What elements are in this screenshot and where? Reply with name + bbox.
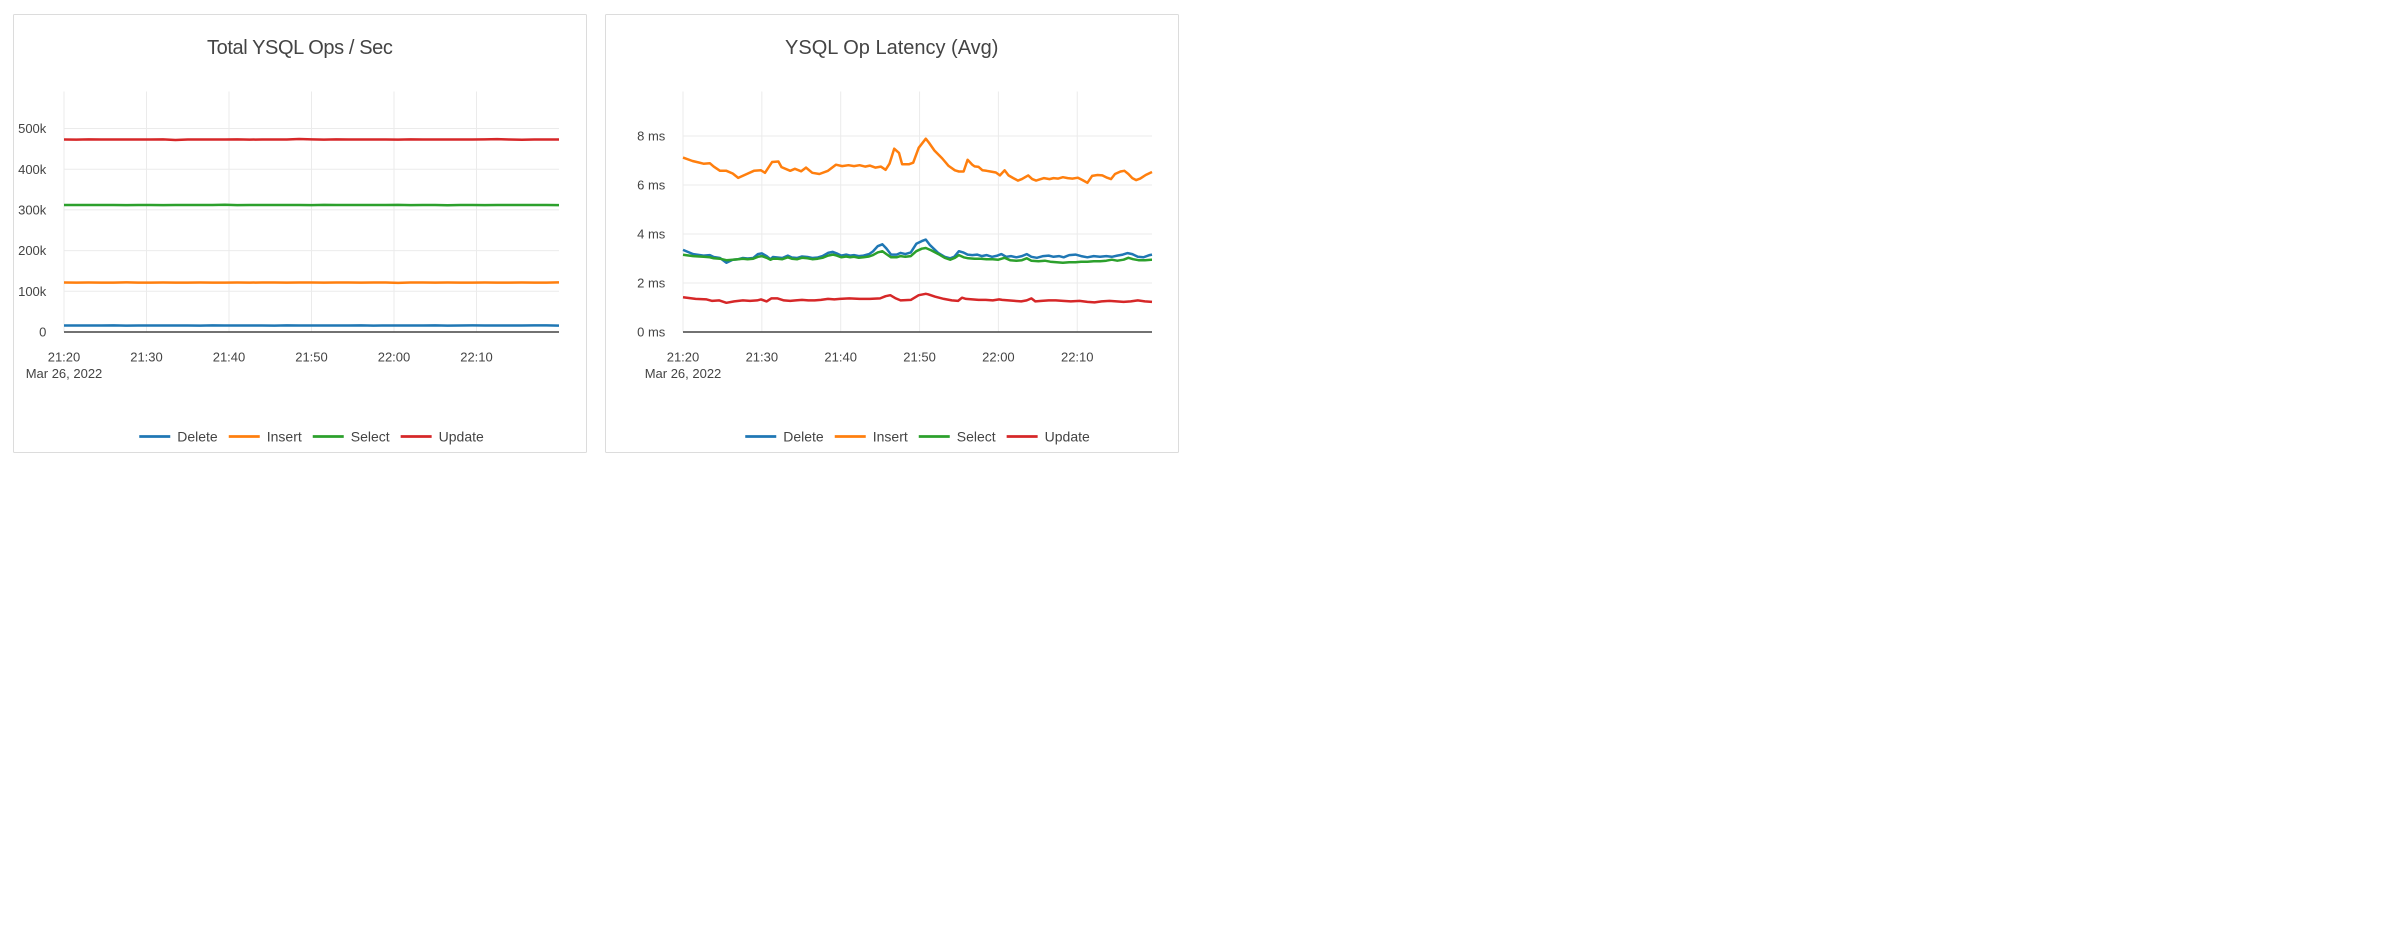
svg-text:Select: Select [351, 428, 390, 444]
svg-text:Total YSQL Ops / Sec: Total YSQL Ops / Sec [207, 37, 393, 59]
svg-text:21:20: 21:20 [667, 350, 700, 365]
svg-text:21:30: 21:30 [746, 350, 779, 365]
svg-text:0 ms: 0 ms [637, 325, 666, 340]
svg-text:Mar 26, 2022: Mar 26, 2022 [645, 366, 722, 381]
svg-text:Mar 26, 2022: Mar 26, 2022 [26, 366, 103, 381]
svg-text:Delete: Delete [177, 428, 218, 444]
svg-text:21:40: 21:40 [824, 350, 857, 365]
svg-text:21:30: 21:30 [130, 350, 163, 365]
svg-text:200k: 200k [18, 243, 47, 258]
svg-text:22:00: 22:00 [982, 350, 1015, 365]
svg-text:Insert: Insert [267, 428, 302, 444]
svg-text:8 ms: 8 ms [637, 129, 666, 144]
svg-text:22:10: 22:10 [1061, 350, 1094, 365]
svg-text:22:00: 22:00 [378, 350, 411, 365]
svg-text:400k: 400k [18, 162, 47, 177]
svg-text:21:20: 21:20 [48, 350, 81, 365]
svg-text:Insert: Insert [873, 428, 908, 444]
svg-text:Update: Update [1045, 428, 1090, 444]
svg-text:21:50: 21:50 [295, 350, 328, 365]
svg-text:Delete: Delete [783, 428, 824, 444]
svg-text:4 ms: 4 ms [637, 227, 666, 242]
svg-text:500k: 500k [18, 121, 47, 136]
svg-text:YSQL Op Latency (Avg): YSQL Op Latency (Avg) [785, 37, 998, 59]
svg-text:300k: 300k [18, 203, 47, 218]
svg-text:100k: 100k [18, 284, 47, 299]
svg-text:Select: Select [957, 428, 996, 444]
svg-text:21:40: 21:40 [213, 350, 246, 365]
svg-text:Update: Update [439, 428, 484, 444]
svg-text:21:50: 21:50 [903, 350, 936, 365]
svg-text:6 ms: 6 ms [637, 178, 666, 193]
svg-text:2 ms: 2 ms [637, 276, 666, 291]
svg-text:0: 0 [39, 325, 46, 340]
svg-text:22:10: 22:10 [460, 350, 493, 365]
